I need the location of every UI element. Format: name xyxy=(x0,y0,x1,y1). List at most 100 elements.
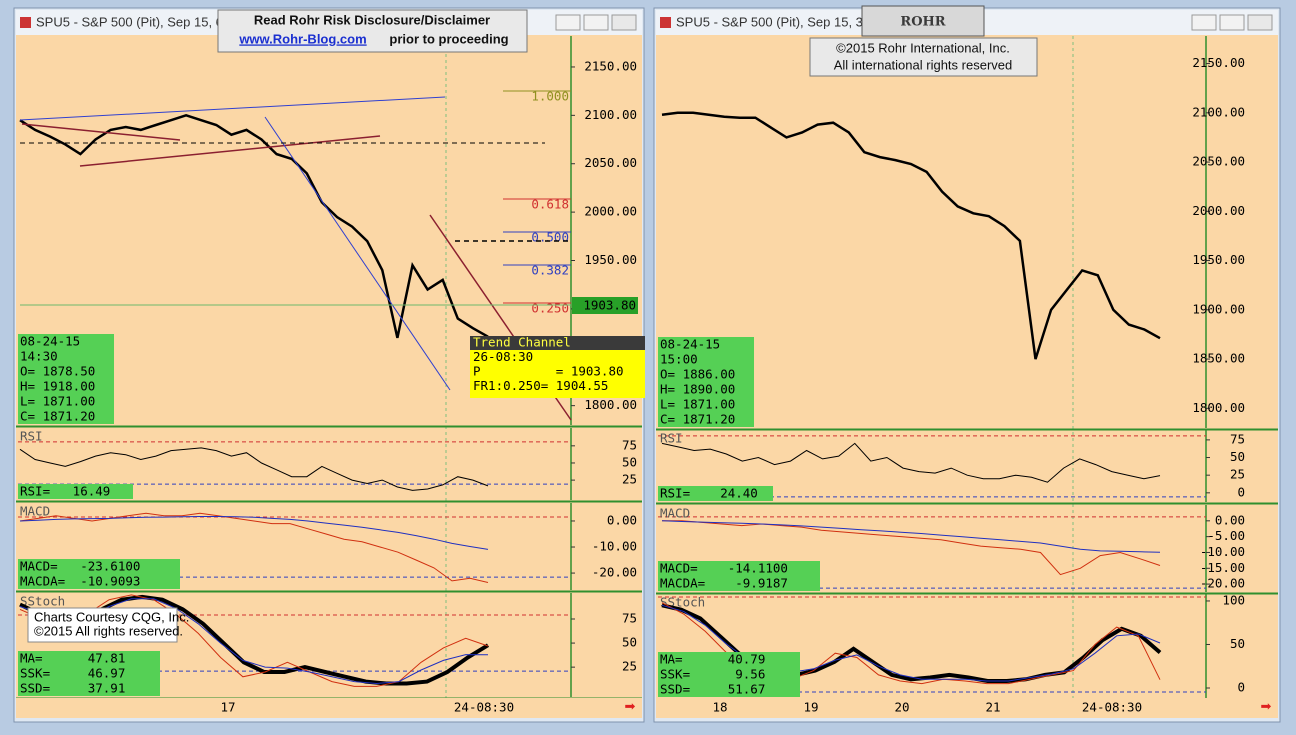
readout-text: MACD= -14.1100 xyxy=(660,561,788,576)
copyright-box xyxy=(809,37,1038,77)
readout-text: 15:00 xyxy=(660,352,698,367)
series-line xyxy=(19,447,489,491)
y-tick-label: 0.00 xyxy=(607,512,637,527)
readout-text: O= 1878.50 xyxy=(20,364,95,379)
x-tick-label: 24-08:30 xyxy=(1082,700,1142,715)
y-tick-label: 50 xyxy=(622,635,637,650)
readout-box xyxy=(18,334,114,424)
courtesy-text: ©2015 All rights reserved. xyxy=(34,623,183,638)
logo-text: ROHR xyxy=(900,15,945,30)
window-button[interactable] xyxy=(1191,14,1217,31)
readout-text: RSI= 16.49 xyxy=(20,484,110,499)
readout-text: RSI= 24.40 xyxy=(660,486,758,501)
y-tick-label: -5.00 xyxy=(1207,528,1245,543)
trendline xyxy=(79,135,381,167)
y-tick-label: 0 xyxy=(1237,679,1245,694)
fib-label: 0.250 xyxy=(531,301,569,316)
date-bar xyxy=(16,698,642,718)
readout-box xyxy=(18,559,180,589)
y-tick-label: 1800.00 xyxy=(1192,400,1245,415)
series-line xyxy=(19,113,489,339)
y-tick-label: 75 xyxy=(622,611,637,626)
courtesy-box xyxy=(27,607,178,643)
readout-text: SSD= 51.67 xyxy=(660,682,765,697)
title-icon xyxy=(20,17,31,28)
panel-label: MACD xyxy=(660,506,690,521)
window-button[interactable] xyxy=(1219,14,1245,31)
disclaimer-text: prior to proceeding xyxy=(389,31,508,46)
window-button[interactable] xyxy=(555,14,581,31)
y-tick-label: 2000.00 xyxy=(1192,203,1245,218)
fib-label: 1.000 xyxy=(531,89,569,104)
y-tick-label: 25 xyxy=(622,659,637,674)
readout-text: MACDA= -9.9187 xyxy=(660,576,788,591)
readout-text: C= 1871.20 xyxy=(20,409,95,424)
copyright-text: All international rights reserved xyxy=(834,57,1012,72)
readout-box xyxy=(658,486,773,501)
series-line xyxy=(662,520,1161,576)
trendline xyxy=(19,96,446,121)
readout-box xyxy=(658,652,800,697)
fib-label: 0.382 xyxy=(531,263,569,278)
y-tick-label: -10.00 xyxy=(592,539,637,554)
window-title: SPU5 - S&P 500 (Pit), Sep 15, 60 Min xyxy=(36,14,255,29)
window-button[interactable] xyxy=(611,14,637,31)
trend-box-text: 26-08:30 xyxy=(473,349,533,364)
price-tag xyxy=(572,297,638,314)
readout-text: SSK= 46.97 xyxy=(20,666,125,681)
scroll-arrow: ➡ xyxy=(1261,698,1272,713)
x-tick-label: 21 xyxy=(985,700,1000,715)
trendline xyxy=(21,123,181,141)
y-tick-label: 75 xyxy=(622,437,637,452)
y-tick-label: 25 xyxy=(622,472,637,487)
y-tick-label: 2150.00 xyxy=(584,58,637,73)
y-tick-label: 2100.00 xyxy=(1192,104,1245,119)
y-tick-label: 2100.00 xyxy=(584,107,637,122)
title-icon xyxy=(660,17,671,28)
readout-text: L= 1871.00 xyxy=(20,394,95,409)
y-tick-label: 2150.00 xyxy=(1192,55,1245,70)
y-tick-label: -10.00 xyxy=(1200,544,1245,559)
disclaimer-box xyxy=(217,9,528,53)
y-tick-label: 50 xyxy=(1230,449,1245,464)
y-tick-label: 2050.00 xyxy=(584,155,637,170)
readout-text: O= 1886.00 xyxy=(660,367,735,382)
window-button[interactable] xyxy=(1247,14,1273,31)
x-tick-label: 20 xyxy=(894,700,909,715)
series-line xyxy=(19,512,489,583)
panel-label: RSI xyxy=(660,431,683,446)
scroll-arrow: ➡ xyxy=(625,698,636,713)
y-tick-label: 2050.00 xyxy=(1192,154,1245,169)
disclaimer-text: Read Rohr Risk Disclosure/Disclaimer xyxy=(254,12,490,27)
readout-text: C= 1871.20 xyxy=(660,412,735,427)
y-tick-label: 50 xyxy=(1230,636,1245,651)
series-line xyxy=(661,442,1161,483)
fib-label: 0.500 xyxy=(531,230,569,245)
readout-box xyxy=(18,484,133,499)
trend-box-text: P = 1903.80 xyxy=(473,364,624,379)
readout-box xyxy=(658,337,754,427)
readout-box xyxy=(18,651,160,696)
x-tick-label: 18 xyxy=(712,700,727,715)
y-tick-label: 1950.00 xyxy=(584,252,637,267)
fib-label: 0.618 xyxy=(531,197,569,212)
y-tick-label: -20.00 xyxy=(1200,576,1245,591)
readout-text: SSK= 9.56 xyxy=(660,667,765,682)
trend-box-text: FR1:0.250= 1904.55 xyxy=(473,378,608,393)
readout-text: H= 1918.00 xyxy=(20,379,95,394)
panel-label: SStoch xyxy=(20,594,65,609)
panel-label: RSI xyxy=(20,429,43,444)
trendline xyxy=(264,116,451,391)
readout-text: MA= 40.79 xyxy=(660,652,765,667)
window-title: SPU5 - S&P 500 (Pit), Sep 15, 30 Min xyxy=(676,14,895,29)
window-button[interactable] xyxy=(583,14,609,31)
disclaimer-link[interactable]: www.Rohr-Blog.com xyxy=(238,31,366,46)
y-tick-label: 1900.00 xyxy=(1192,301,1245,316)
series-line xyxy=(661,111,1161,360)
date-bar xyxy=(656,698,1278,718)
y-tick-label: 0.00 xyxy=(1215,512,1245,527)
readout-text: 14:30 xyxy=(20,349,58,364)
readout-text: SSD= 37.91 xyxy=(20,681,125,696)
